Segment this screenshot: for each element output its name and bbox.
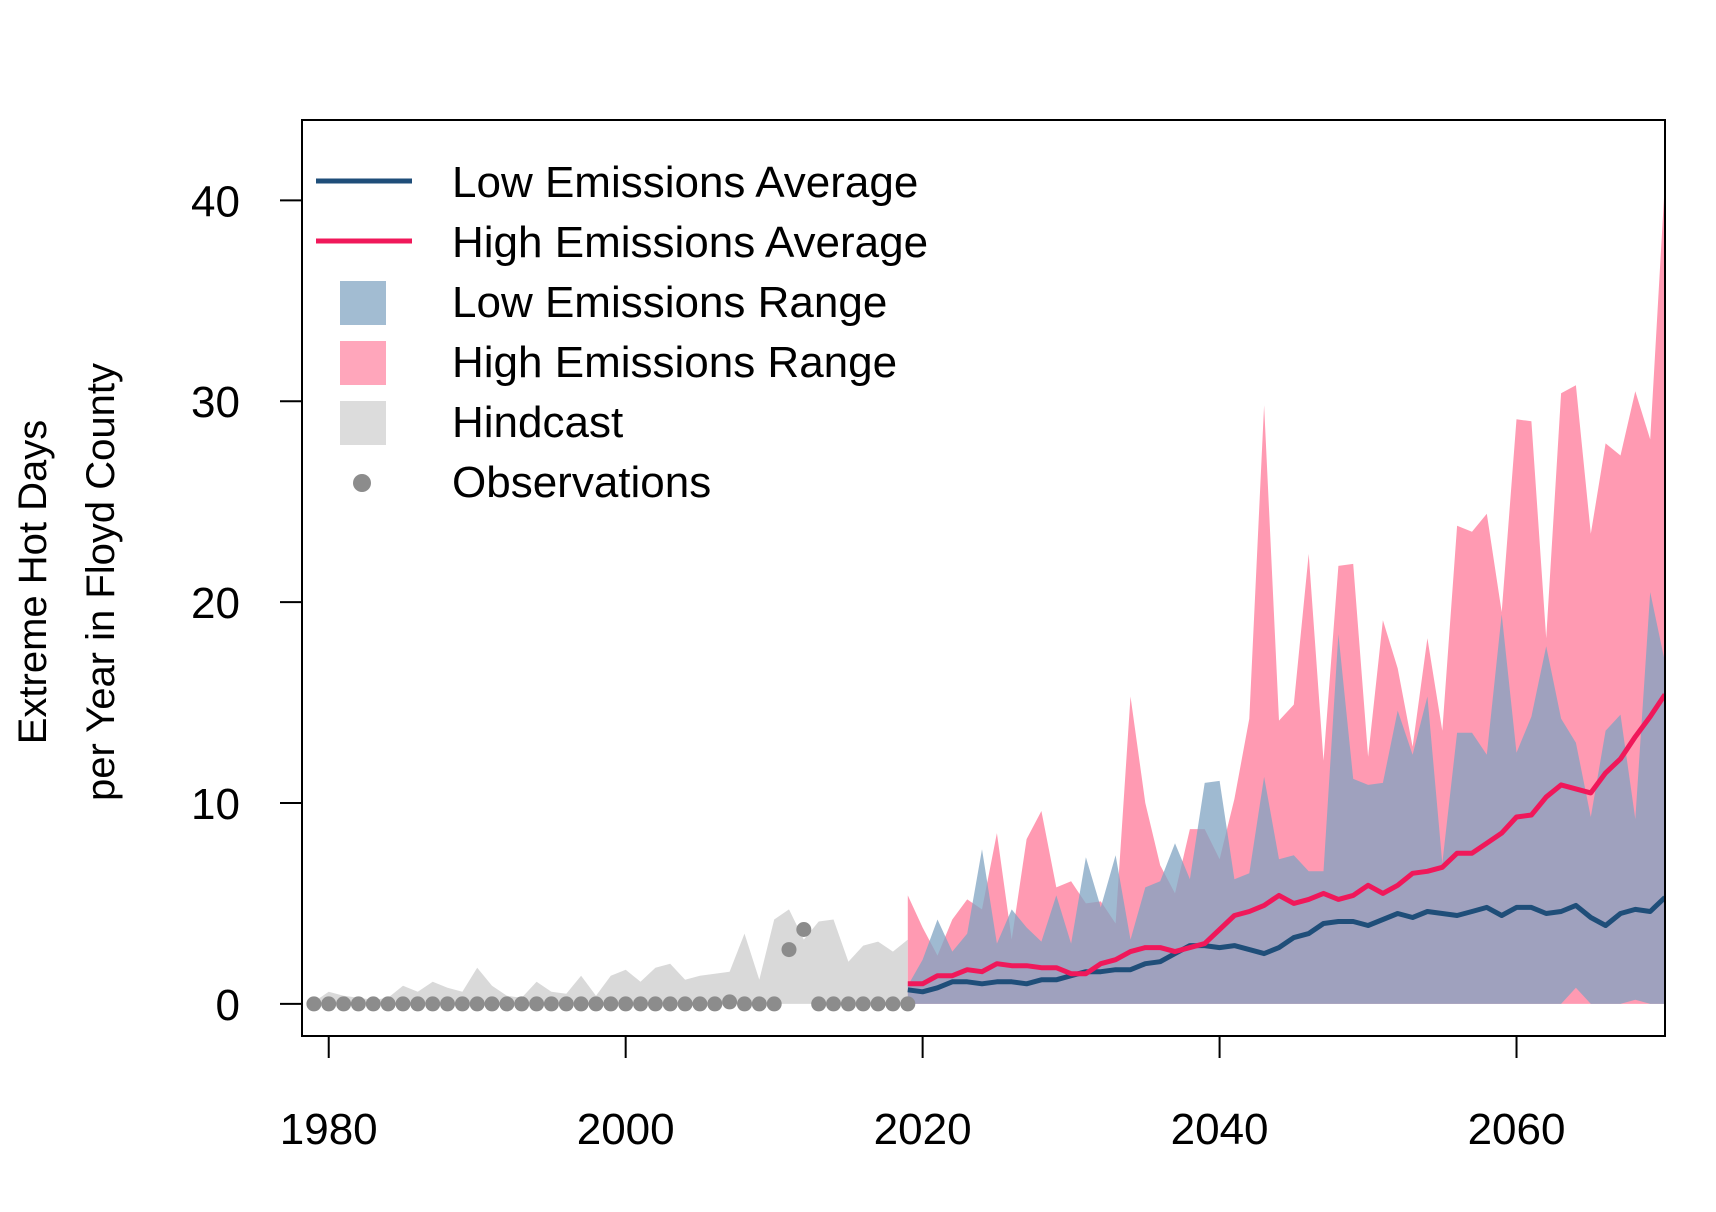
high-emissions-average-line bbox=[907, 693, 1665, 987]
observation-point bbox=[588, 996, 604, 1012]
legend-label-high-avg: High Emissions Average bbox=[452, 218, 928, 267]
legend-symbol-high-range bbox=[340, 341, 386, 385]
observation-point bbox=[380, 996, 396, 1012]
observation-point bbox=[826, 996, 841, 1012]
observation-point bbox=[543, 996, 559, 1012]
x-tick-label: 2040 bbox=[1171, 1105, 1269, 1154]
legend-symbol-observations bbox=[353, 474, 371, 492]
observation-point bbox=[573, 996, 589, 1012]
observation-point bbox=[350, 996, 366, 1012]
legend-label-low-avg: Low Emissions Average bbox=[452, 158, 918, 207]
observation-point bbox=[737, 996, 752, 1012]
observation-point bbox=[425, 996, 441, 1012]
observation-point bbox=[499, 996, 515, 1012]
observation-point bbox=[766, 996, 782, 1012]
observation-point bbox=[677, 996, 693, 1012]
observation-point bbox=[440, 996, 455, 1012]
legend-label-observations: Observations bbox=[452, 458, 711, 507]
y-tick-label: 0 bbox=[216, 981, 240, 1030]
observation-point bbox=[900, 996, 916, 1012]
hindcast-band bbox=[313, 909, 908, 1004]
y-tick-label: 20 bbox=[191, 579, 240, 628]
observation-point bbox=[751, 996, 767, 1012]
observation-point bbox=[840, 996, 856, 1012]
observation-point bbox=[514, 996, 530, 1012]
plot-area bbox=[306, 180, 1665, 1012]
legend: Low Emissions Average High Emissions Ave… bbox=[316, 158, 928, 507]
observation-point bbox=[321, 996, 337, 1012]
low-emissions-range-band bbox=[907, 592, 1665, 1004]
axes: 1980 2000 2020 2040 2060 0 10 20 30 40 bbox=[191, 177, 1565, 1154]
y-axis-title-line-1: Extreme Hot Days bbox=[11, 420, 55, 745]
x-tick-label: 2060 bbox=[1468, 1105, 1566, 1154]
observation-point bbox=[336, 996, 352, 1012]
x-tick-label: 1980 bbox=[280, 1105, 378, 1154]
observation-point bbox=[306, 996, 322, 1012]
observation-point bbox=[647, 996, 663, 1012]
observation-point bbox=[811, 996, 827, 1012]
observation-point bbox=[469, 996, 485, 1012]
y-tick-label: 30 bbox=[191, 378, 240, 427]
legend-label-high-range: High Emissions Range bbox=[452, 338, 897, 387]
y-axis-title-line-2: per Year in Floyd County bbox=[79, 363, 123, 801]
legend-label-hindcast: Hindcast bbox=[452, 398, 623, 447]
legend-symbol-hindcast bbox=[340, 401, 386, 445]
observation-point bbox=[781, 942, 797, 958]
observation-point bbox=[796, 922, 812, 937]
y-tick-label: 40 bbox=[191, 177, 240, 226]
observation-point bbox=[410, 996, 426, 1012]
x-tick-label: 2000 bbox=[577, 1105, 675, 1154]
observation-point bbox=[692, 996, 708, 1012]
observation-point bbox=[885, 996, 901, 1012]
x-tick-label: 2020 bbox=[874, 1105, 972, 1154]
low-emissions-average-line bbox=[907, 895, 1665, 995]
observation-point bbox=[603, 996, 619, 1012]
observation-point bbox=[558, 996, 574, 1012]
legend-symbol-low-range bbox=[340, 281, 386, 325]
observation-point bbox=[365, 996, 381, 1012]
y-tick-label: 10 bbox=[191, 780, 240, 829]
observation-point bbox=[618, 996, 634, 1012]
observation-point bbox=[395, 996, 411, 1012]
observation-point bbox=[662, 996, 678, 1012]
legend-label-low-range: Low Emissions Range bbox=[452, 278, 887, 327]
observation-point bbox=[855, 996, 871, 1012]
y-axis-title: Extreme Hot Days per Year in Floyd Count… bbox=[11, 363, 123, 801]
observation-point bbox=[484, 996, 500, 1012]
observation-point bbox=[707, 996, 723, 1012]
observation-point bbox=[633, 996, 648, 1012]
observation-point bbox=[722, 994, 738, 1010]
observation-point bbox=[454, 996, 470, 1012]
observation-point bbox=[870, 996, 886, 1012]
observation-point bbox=[529, 996, 545, 1012]
